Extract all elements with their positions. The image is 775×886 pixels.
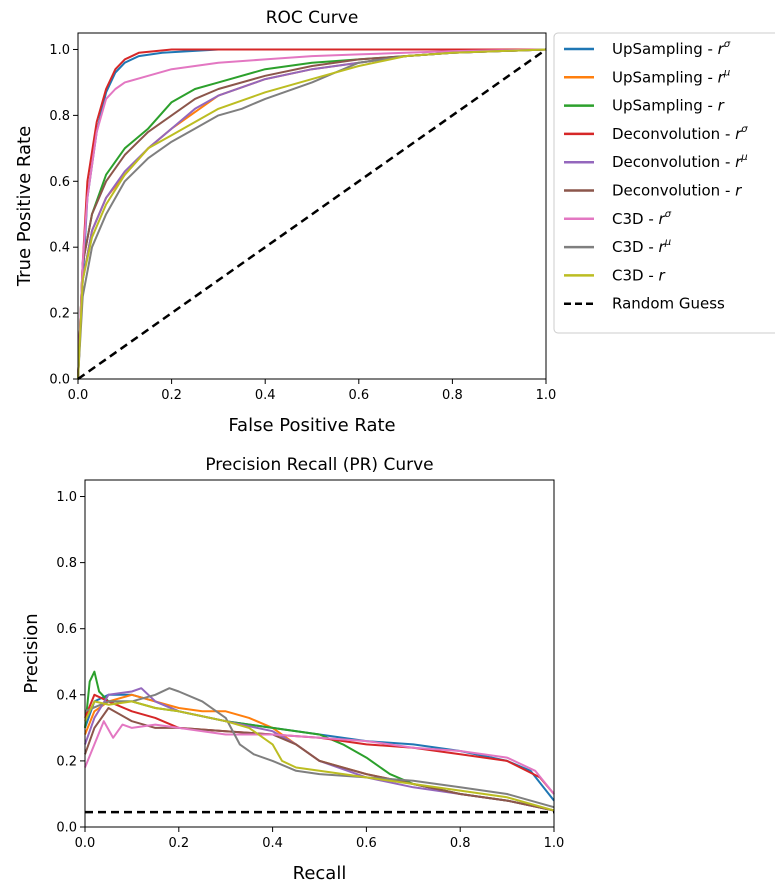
x-tick-label: 0.0 — [75, 836, 96, 851]
legend-label: C3D - r — [612, 266, 666, 284]
series-line-8 — [84, 687, 555, 809]
series-line-7 — [77, 48, 547, 380]
x-tick-label: 0.2 — [161, 388, 182, 403]
chart-title: Precision Recall (PR) Curve — [205, 455, 433, 475]
legend-entry: UpSampling - rμ — [564, 67, 730, 86]
x-axis-label: Recall — [293, 863, 347, 884]
legend-entry: UpSampling - rσ — [564, 39, 731, 58]
axis-ticks: 0.0 0.2 0.4 0.6 0.8 1.0 0.0 0.2 0.4 0.6 0.8 1.0 — [49, 43, 556, 403]
series-line-5 — [84, 687, 555, 812]
legend-entry: Deconvolution - rσ — [564, 124, 748, 143]
legend-label: Deconvolution - rσ — [612, 124, 748, 143]
legend-entry: Random Guess — [564, 295, 725, 313]
x-tick-label: 0.6 — [348, 388, 369, 403]
series-line-9 — [77, 48, 547, 380]
y-tick-label: 0.4 — [49, 241, 70, 256]
series-line-1 — [84, 693, 555, 802]
legend-label: Random Guess — [612, 295, 725, 313]
legend-entry: C3D - r — [564, 266, 666, 284]
series-lines — [84, 670, 555, 814]
series-line-8 — [77, 48, 547, 380]
x-tick-label: 0.4 — [262, 836, 283, 851]
y-tick-label: 0.0 — [49, 373, 70, 388]
series-lines — [77, 48, 547, 381]
y-axis-label: True Positive Rate — [14, 126, 35, 287]
chart-2: 0.0 0.2 0.4 0.6 0.8 1.0 0.0 0.2 0.4 0.6 0.8 1.0 Prec… — [21, 455, 564, 884]
x-tick-label: 0.4 — [255, 388, 276, 403]
chart-title: ROC Curve — [266, 8, 359, 28]
series-line-6 — [77, 48, 547, 380]
legend-label: C3D - rμ — [612, 237, 671, 256]
x-axis-label: False Positive Rate — [228, 415, 395, 436]
y-tick-label: 0.8 — [56, 556, 77, 571]
legend-label: UpSampling - r — [612, 97, 725, 115]
legend-label: UpSampling - rσ — [612, 39, 731, 58]
axis-ticks: 0.0 0.2 0.4 0.6 0.8 1.0 0.0 0.2 0.4 0.6 0.8 1.0 — [56, 490, 564, 851]
y-tick-label: 0.2 — [56, 754, 77, 769]
series-line-10 — [77, 48, 547, 381]
x-tick-label: 1.0 — [536, 388, 557, 403]
series-line-7 — [84, 720, 555, 795]
y-axis-label: Precision — [21, 613, 42, 693]
legend-label: Deconvolution - r — [612, 182, 742, 200]
x-tick-label: 0.0 — [68, 388, 89, 403]
x-tick-label: 0.8 — [450, 836, 471, 851]
series-line-9 — [84, 700, 555, 812]
legend-entry: Deconvolution - rμ — [564, 152, 748, 171]
legend: UpSampling - rσ UpSampling - rμ UpSampling… — [553, 32, 775, 334]
x-tick-label: 0.2 — [168, 836, 189, 851]
legend-entry: Deconvolution - r — [564, 182, 742, 200]
plot-frame — [77, 32, 547, 380]
x-tick-label: 1.0 — [544, 836, 565, 851]
y-tick-label: 0.8 — [49, 109, 70, 124]
legend-label: Deconvolution - rμ — [612, 152, 748, 171]
plot-frame — [84, 479, 555, 828]
y-tick-label: 1.0 — [56, 490, 77, 505]
y-tick-label: 1.0 — [49, 43, 70, 58]
series-line-6 — [84, 707, 555, 812]
x-tick-label: 0.6 — [356, 836, 377, 851]
legend-entry: C3D - rμ — [564, 237, 671, 256]
y-tick-label: 0.4 — [56, 688, 77, 703]
y-tick-label: 0.2 — [49, 307, 70, 322]
legend-label: UpSampling - rμ — [612, 67, 730, 86]
series-line-4 — [84, 693, 555, 795]
legend-entry: C3D - rσ — [564, 209, 672, 228]
legend-entry: UpSampling - r — [564, 97, 725, 115]
y-tick-label: 0.6 — [49, 175, 70, 190]
legend-box — [553, 32, 775, 334]
y-tick-label: 0.0 — [56, 821, 77, 836]
legend-label: C3D - rσ — [612, 209, 672, 228]
x-tick-label: 0.8 — [442, 388, 463, 403]
chart-1: 0.0 0.2 0.4 0.6 0.8 1.0 0.0 0.2 0.4 0.6 0.8 1.0 ROC … — [14, 8, 775, 436]
y-tick-label: 0.6 — [56, 622, 77, 637]
